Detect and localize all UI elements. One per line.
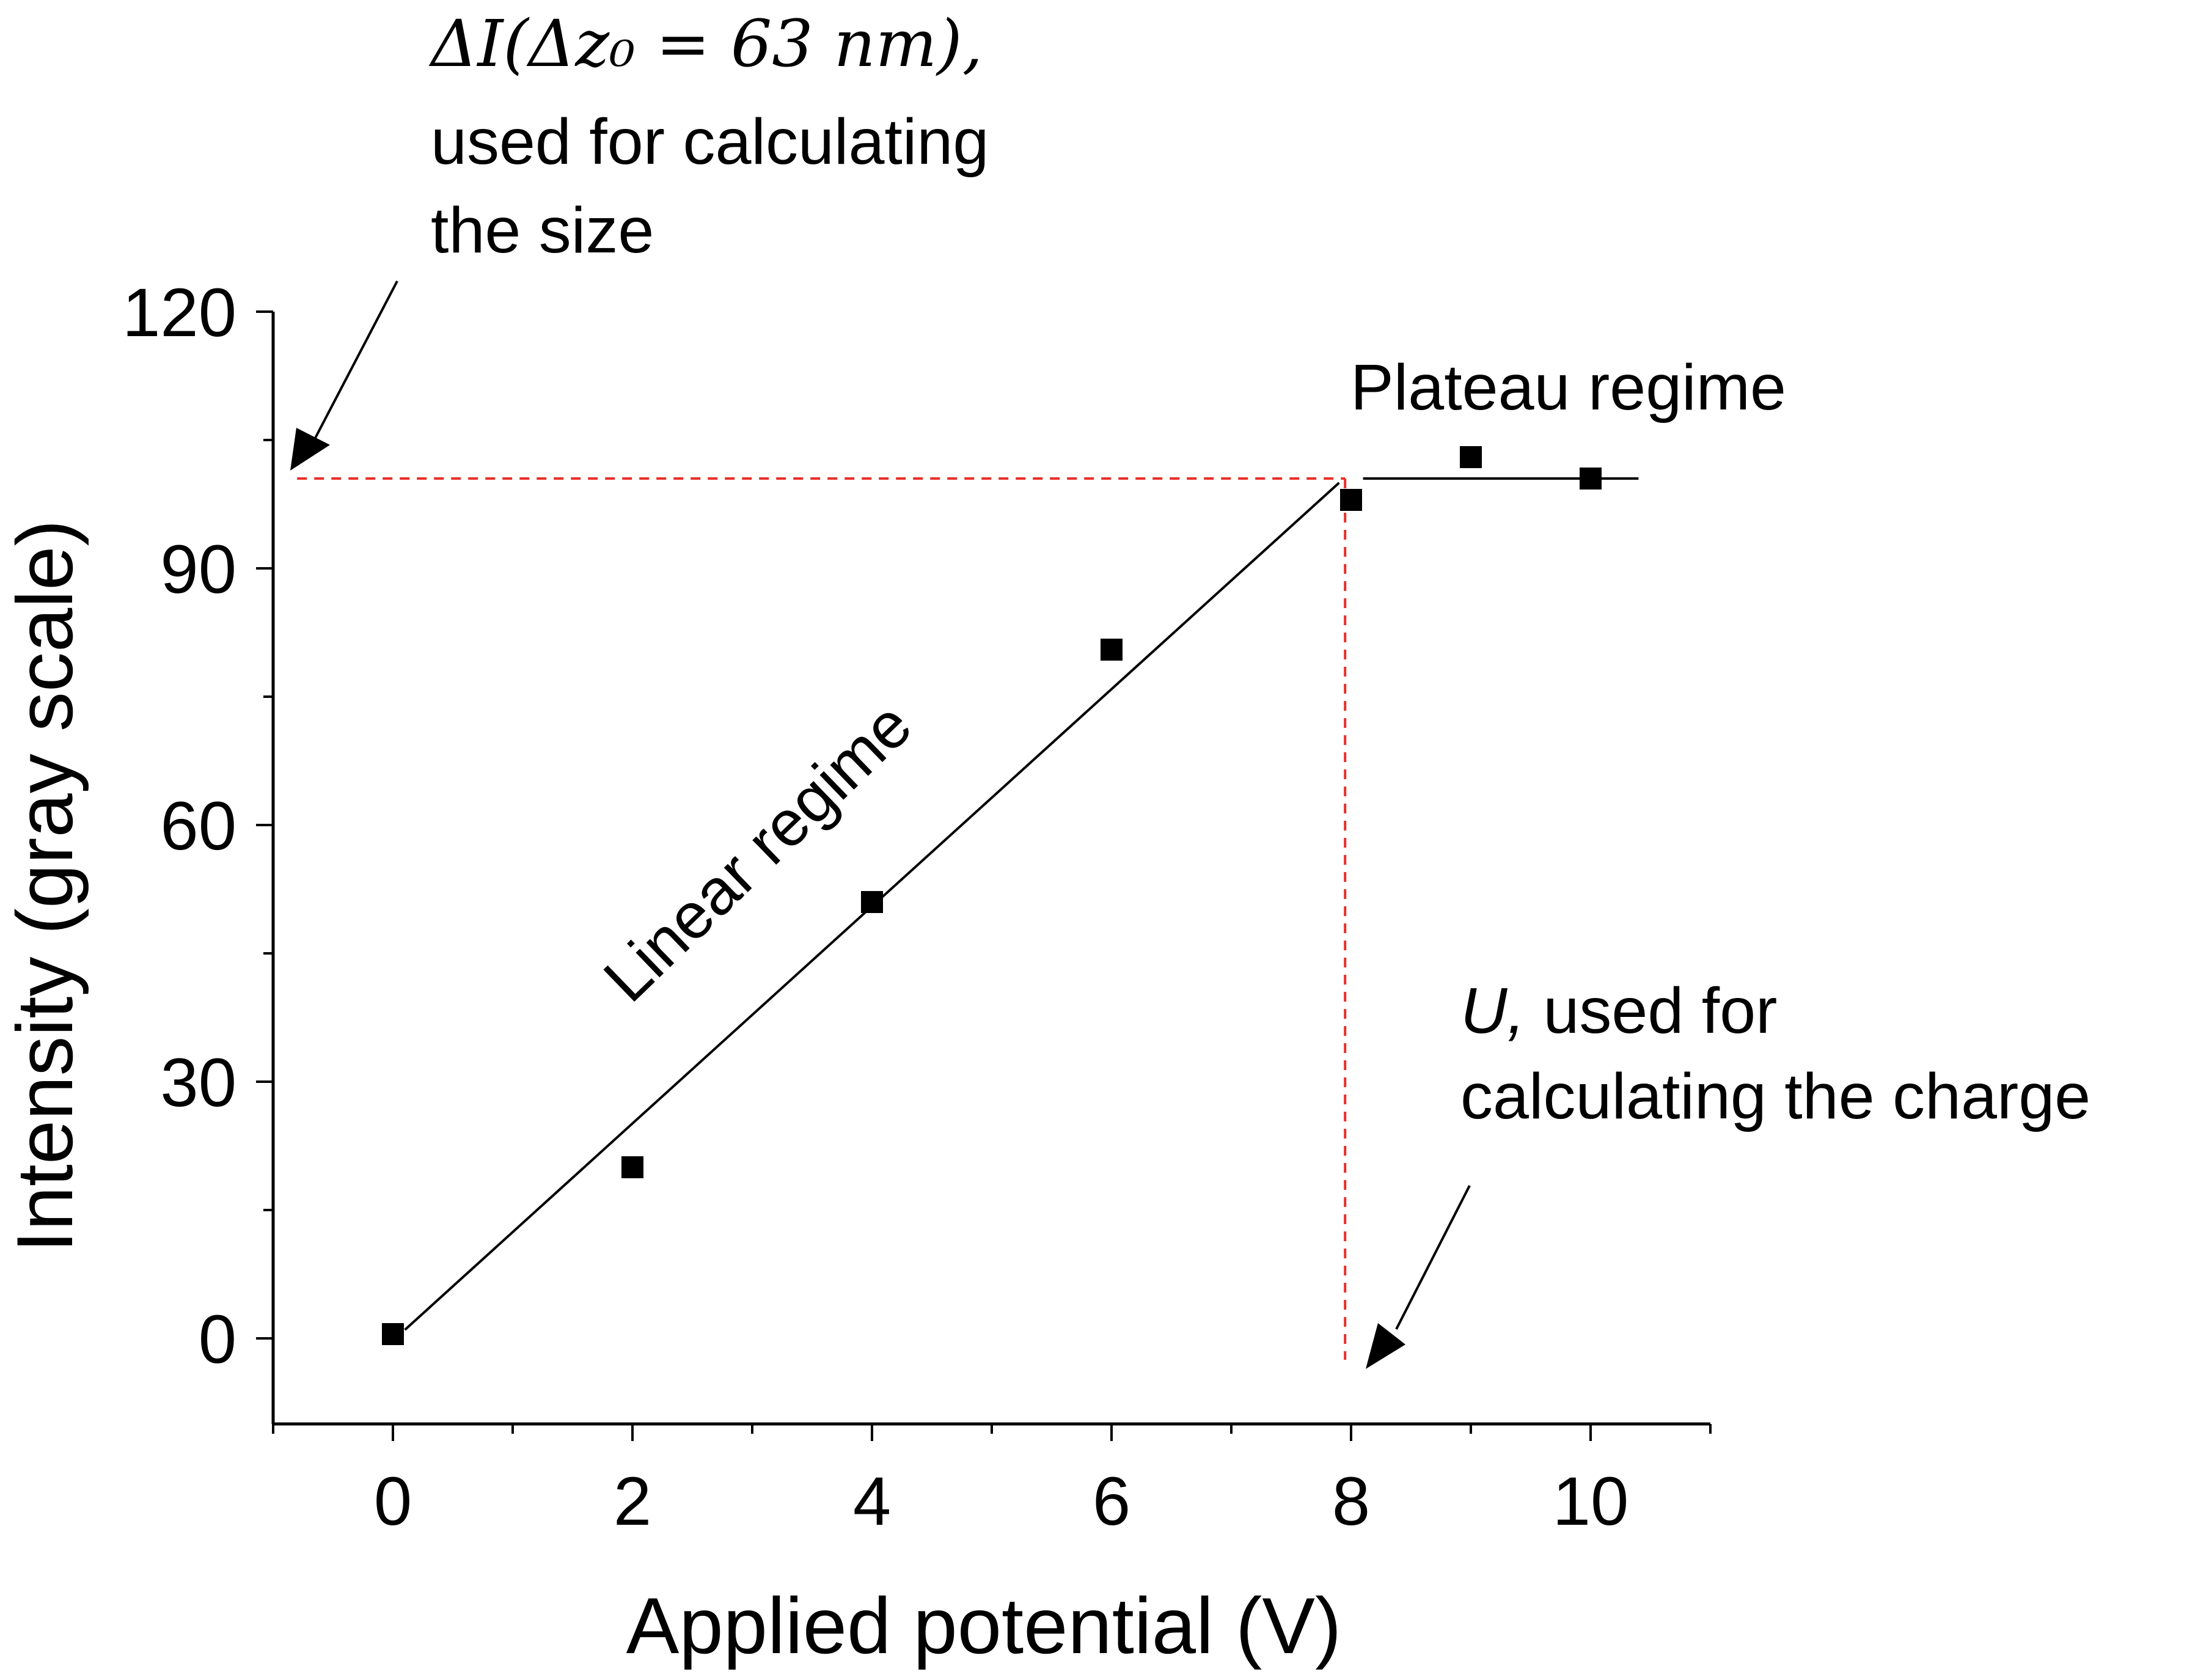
x-tick-label: 0 [374,1463,412,1539]
charge-symbol: U, [1460,975,1525,1047]
data-point [1340,489,1362,511]
data-point [621,1156,643,1178]
size-annotation-arrow-line [310,281,398,446]
size-annotation-arrowhead [290,428,330,471]
data-point [1101,639,1123,661]
fit-lines [404,477,1639,1331]
y-tick-label: 30 [160,1044,236,1121]
y-tick-label: 120 [122,274,236,351]
x-tick-label: 10 [1553,1463,1629,1539]
data-point [1460,446,1482,468]
charge-annotation-arrowhead [1366,1323,1405,1369]
data-point [382,1323,404,1345]
charge-annotation-arrow-line [1395,1185,1471,1330]
size-annotation-line3: the size [431,194,654,266]
size-annotation-formula: ΔI(Δz₀ = 63 nm), [428,6,983,81]
y-tick-label: 0 [199,1301,236,1377]
charge-annotation: U, used for calculating the charge [1366,975,2090,1369]
data-points [382,446,1602,1345]
y-axis-title: Intensity (gray scale) [0,519,89,1252]
reference-lines [297,477,1347,1360]
linear-regime-label: Linear regime [590,689,925,1016]
x-tick-label: 2 [614,1463,651,1539]
axes: 0 2 4 6 8 10 0 30 60 90 120 [122,274,1712,1539]
x-tick-label: 4 [853,1463,891,1539]
size-annotation-line2: used for calculating [431,106,989,178]
charge-annotation-line1: U, used for [1460,975,1777,1047]
x-tick-label: 6 [1093,1463,1130,1539]
y-tick-label: 90 [160,531,236,607]
x-tick-label: 8 [1332,1463,1370,1539]
data-point [861,891,883,913]
size-annotation: ΔI(Δz₀ = 63 nm), used for calculating th… [290,6,989,471]
plateau-regime-label: Plateau regime [1350,351,1786,424]
data-point [1580,468,1602,490]
charge-annotation-line2: calculating the charge [1460,1060,2090,1132]
charge-annotation-line1-rest: used for [1525,975,1777,1047]
y-tick-label: 60 [160,788,236,864]
x-axis-title: Applied potential (V) [626,1581,1342,1670]
